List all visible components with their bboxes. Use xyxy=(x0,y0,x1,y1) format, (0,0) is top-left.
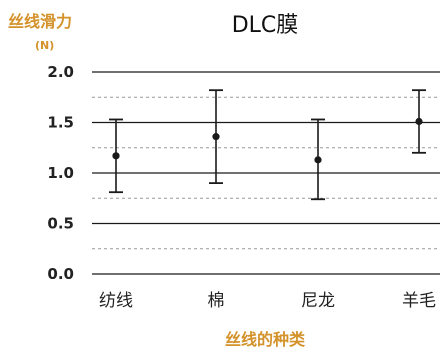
data-point xyxy=(415,117,423,126)
y-tick-label: 1.0 xyxy=(47,164,74,182)
x-tick-label: 棉 xyxy=(208,291,225,311)
y-tick-labels: 0.0 0.5 1.0 1.5 2.0 xyxy=(47,63,74,283)
y-tick-label: 0.0 xyxy=(47,265,74,283)
y-tick-label: 0.5 xyxy=(47,215,74,233)
chart-title: DLC膜 xyxy=(232,13,299,38)
x-tick-labels: 纺线 棉 尼龙 羊毛 xyxy=(99,291,436,311)
y-tick-label: 2.0 xyxy=(47,63,74,81)
y-axis-label: 丝线滑力 xyxy=(8,12,72,31)
x-axis-label: 丝线的种类 xyxy=(225,330,306,349)
x-tick-label: 羊毛 xyxy=(402,291,436,311)
data-point xyxy=(112,152,120,160)
x-tick-label: 纺线 xyxy=(99,291,133,311)
x-tick-label: 尼龙 xyxy=(301,291,335,311)
data-point xyxy=(314,156,322,164)
data-marks xyxy=(109,89,426,201)
gridlines xyxy=(92,71,440,275)
y-axis-unit: (N) xyxy=(35,39,54,52)
y-tick-label: 1.5 xyxy=(47,114,74,132)
data-point xyxy=(212,133,220,141)
